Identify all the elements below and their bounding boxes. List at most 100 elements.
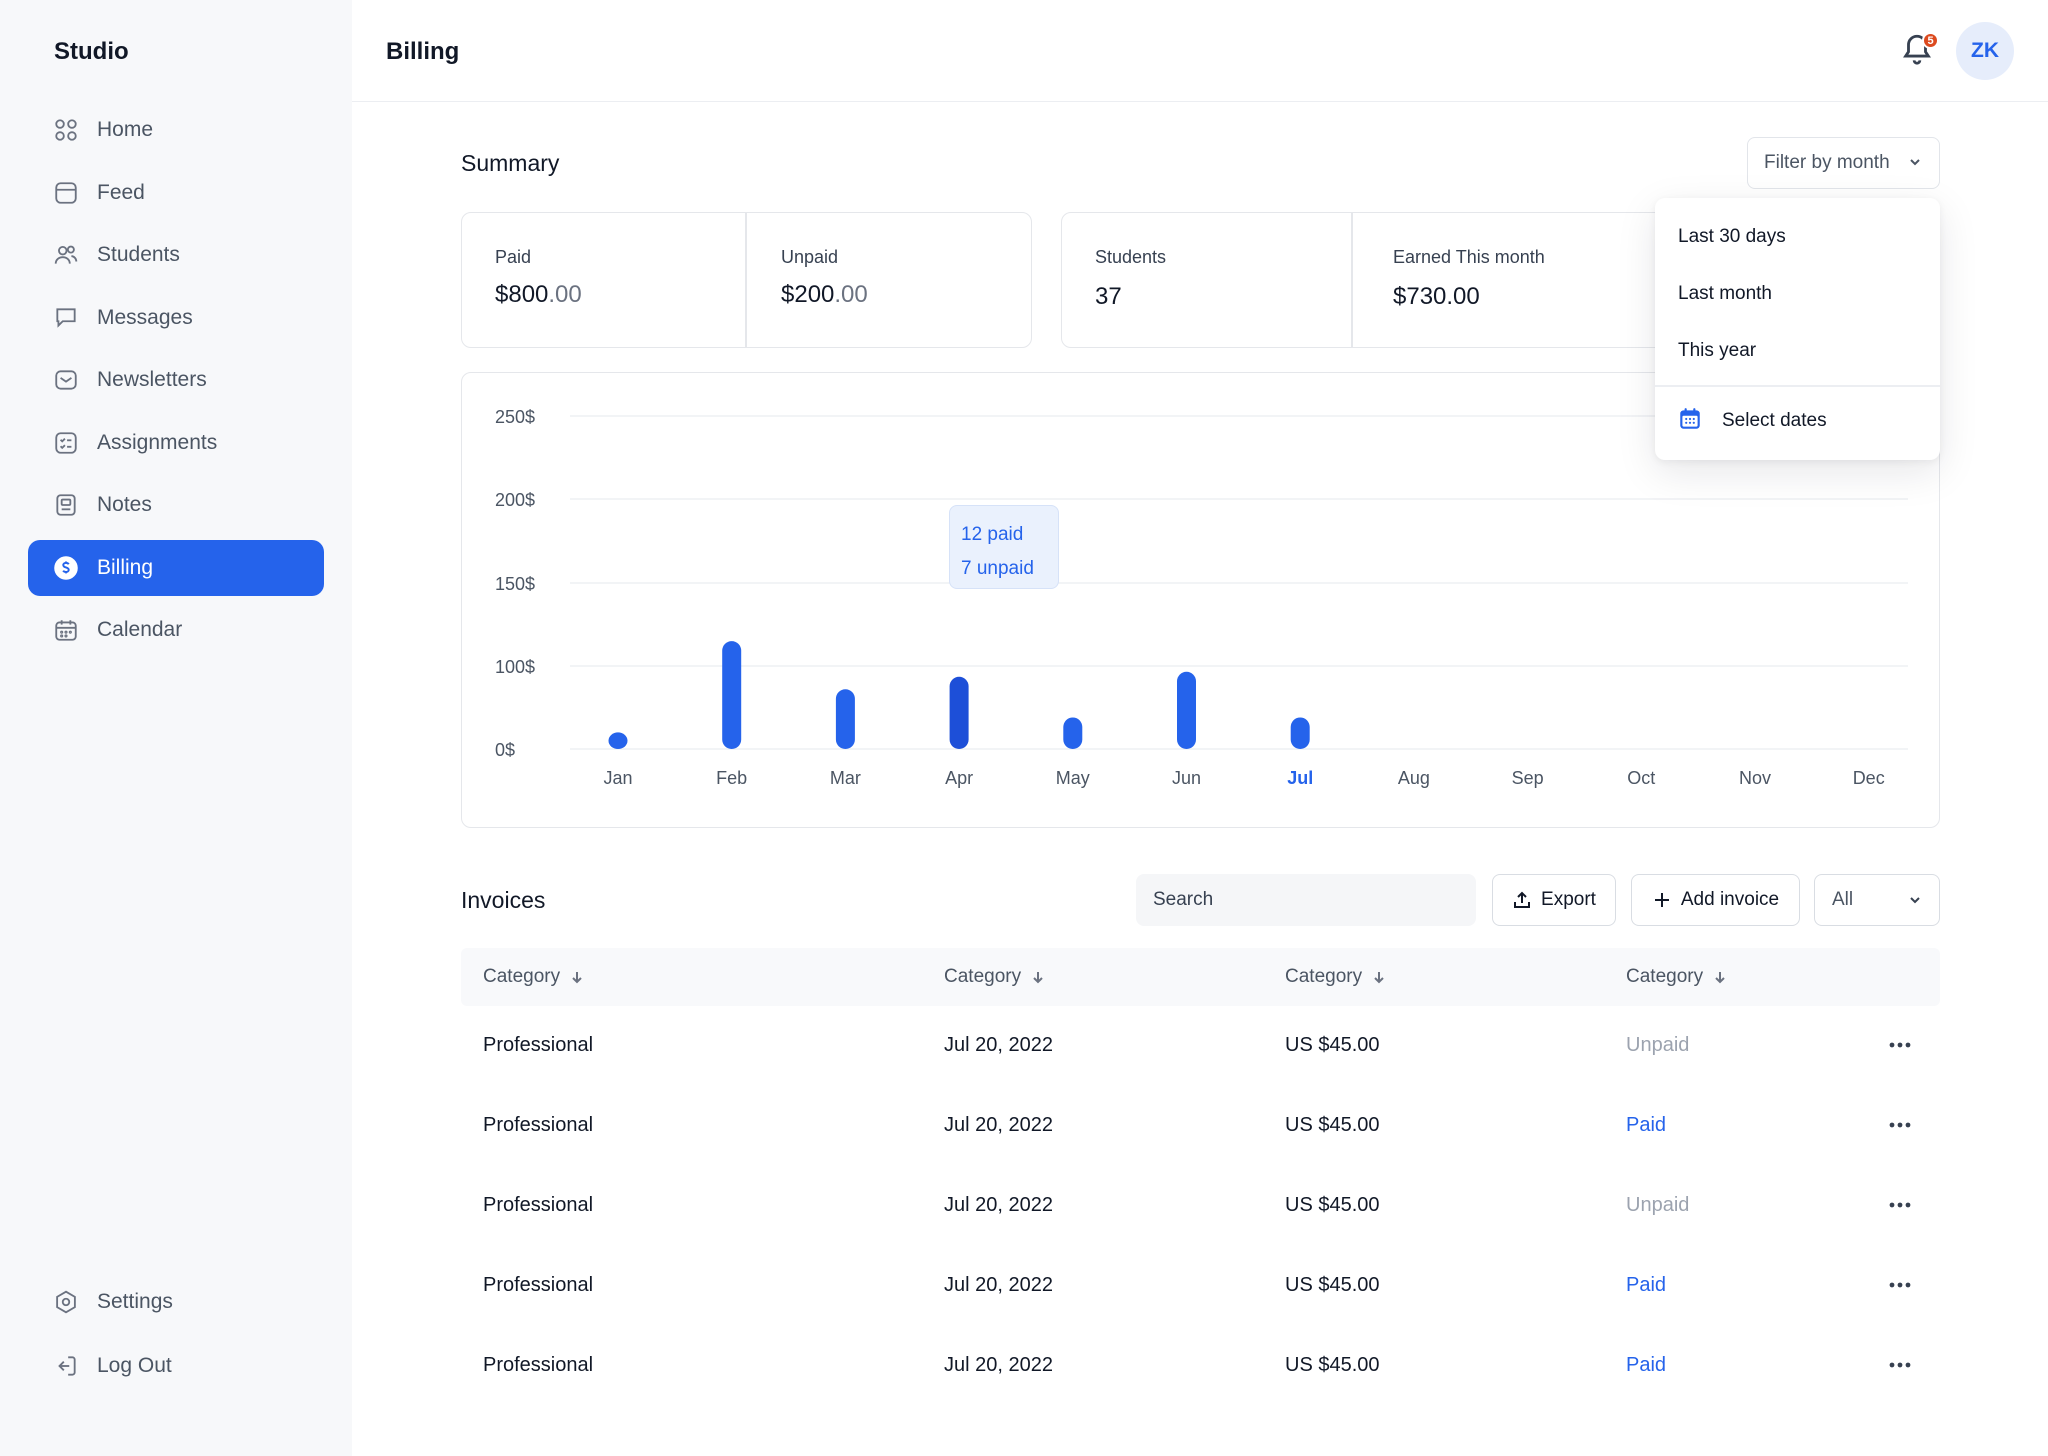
add-invoice-button[interactable]: Add invoice [1631,874,1800,926]
arrow-down-icon [1715,972,1725,984]
sidebar-item-logout[interactable]: Log Out [28,1338,324,1394]
sidebar-item-label: Feed [97,180,145,204]
sidebar-item-calendar[interactable]: Calendar [28,602,324,658]
calendar-icon [53,617,79,643]
notification-badge: 5 [1922,32,1939,49]
sidebar-item-notes[interactable]: Notes [28,477,324,533]
avatar[interactable]: ZK [1956,22,2014,80]
students-label: Students [1095,247,1167,267]
x-tick-label: Oct [1627,768,1655,788]
tooltip-unpaid: 7 unpaid [961,558,1034,579]
column-header-amount[interactable]: Category [1285,966,1386,988]
status-filter-select[interactable]: All [1814,874,1940,926]
row-actions-button[interactable] [1885,1193,1915,1217]
row-actions-button[interactable] [1885,1353,1915,1377]
sidebar-item-billing[interactable]: Billing [28,539,324,596]
row-actions-button[interactable] [1885,1113,1915,1137]
column-header-date[interactable]: Category [944,966,1045,988]
status-filter-value: All [1832,889,1854,910]
users-icon [53,242,79,268]
invoice-table-header: Category Category Category Category [461,948,1940,1006]
table-row[interactable]: Professional Jul 20, 2022 US $45.00 Paid [461,1245,1940,1325]
sidebar-item-label: Messages [97,305,193,329]
more-horizontal-icon [1889,1042,1911,1048]
y-tick-label: 100$ [495,657,535,677]
menu-item-this-year[interactable]: This year [1678,340,1757,361]
plus-icon [1654,893,1669,907]
cell-category: Professional [483,1193,594,1216]
chart-bar [1063,717,1083,749]
y-tick-label: 150$ [495,574,535,594]
more-horizontal-icon [1889,1282,1911,1288]
sidebar-item-label: Log Out [97,1354,172,1377]
chart-bar [1290,717,1310,749]
sidebar-item-newsletters[interactable]: Newsletters [28,352,324,408]
checklist-icon [53,430,79,456]
y-tick-label: 0$ [495,740,515,760]
unpaid-label: Unpaid [781,247,839,267]
x-tick-label: Feb [716,768,747,788]
x-tick-label: Jul [1287,768,1313,788]
cell-category: Professional [483,1353,594,1376]
filter-by-month-button[interactable]: Filter by month [1747,137,1940,189]
table-row[interactable]: Professional Jul 20, 2022 US $45.00 Paid [461,1085,1940,1165]
sidebar-item-settings[interactable]: Settings [28,1274,324,1330]
column-header-status[interactable]: Category [1626,966,1727,988]
chart-bar [722,641,742,749]
row-actions-button[interactable] [1885,1033,1915,1057]
table-row[interactable]: Professional Jul 20, 2022 US $45.00 Unpaid [461,1005,1940,1085]
y-tick-label: 200$ [495,490,535,510]
logout-icon [53,1353,79,1379]
calendar-icon [1677,406,1703,432]
chat-icon [53,305,79,331]
invoice-search-input[interactable] [1136,874,1476,926]
sidebar-item-students[interactable]: Students [28,227,324,283]
table-row[interactable]: Professional Jul 20, 2022 US $45.00 Paid [461,1325,1940,1405]
filter-dropdown-menu: Last 30 days Last month This year Select… [1655,198,1940,460]
sidebar-item-label: Newsletters [97,368,207,391]
dollar-coin-icon [53,555,79,581]
cell-status: Paid [1626,1273,1667,1296]
grid-icon [53,117,79,143]
cell-category: Professional [483,1033,594,1056]
cell-date: Jul 20, 2022 [944,1273,1053,1296]
column-header-category[interactable]: Category [483,966,584,988]
menu-item-last-30-days[interactable]: Last 30 days [1678,226,1786,247]
arrow-down-icon [572,972,582,984]
sidebar-item-home[interactable]: Home [28,102,324,158]
paid-label: Paid [495,247,532,267]
summary-title: Summary [461,150,560,176]
cell-status: Paid [1626,1113,1667,1136]
export-label: Export [1541,889,1596,910]
sidebar-item-feed[interactable]: Feed [28,165,324,221]
chevron-down-icon [1907,892,1923,908]
filter-label: Filter by month [1764,152,1890,173]
notifications-button[interactable]: 5 [1900,30,1939,70]
table-row[interactable]: Professional Jul 20, 2022 US $45.00 Unpaid [461,1165,1940,1245]
payments-card: Paid $800.00 Unpaid $200.00 [461,212,1032,348]
sidebar: Studio Home Feed Students Messages [0,0,352,1456]
menu-item-last-month[interactable]: Last month [1678,283,1772,304]
sidebar-item-label: Calendar [97,618,183,641]
sidebar-bottom-nav: Settings Log Out [28,1274,324,1402]
sidebar-item-label: Home [97,118,154,141]
chart-bar [949,676,969,749]
menu-item-select-dates[interactable]: Select dates [1722,410,1827,431]
invoices-title: Invoices [461,887,546,913]
settings-icon [53,1289,79,1315]
tooltip-paid: 12 paid [961,524,1024,545]
cell-amount: US $45.00 [1285,1033,1380,1056]
export-button[interactable]: Export [1492,874,1616,926]
earned-label: Earned This month [1393,247,1545,267]
chart-bar [1177,671,1196,749]
more-horizontal-icon [1889,1122,1911,1128]
sidebar-item-assignments[interactable]: Assignments [28,415,324,471]
brand-logo: Studio [54,38,129,65]
more-horizontal-icon [1889,1362,1911,1368]
sidebar-item-label: Notes [97,493,152,516]
x-tick-label: Jun [1172,768,1201,788]
chevron-down-icon [1907,154,1923,170]
sidebar-item-label: Students [97,243,180,266]
sidebar-item-messages[interactable]: Messages [28,290,324,346]
row-actions-button[interactable] [1885,1273,1915,1297]
